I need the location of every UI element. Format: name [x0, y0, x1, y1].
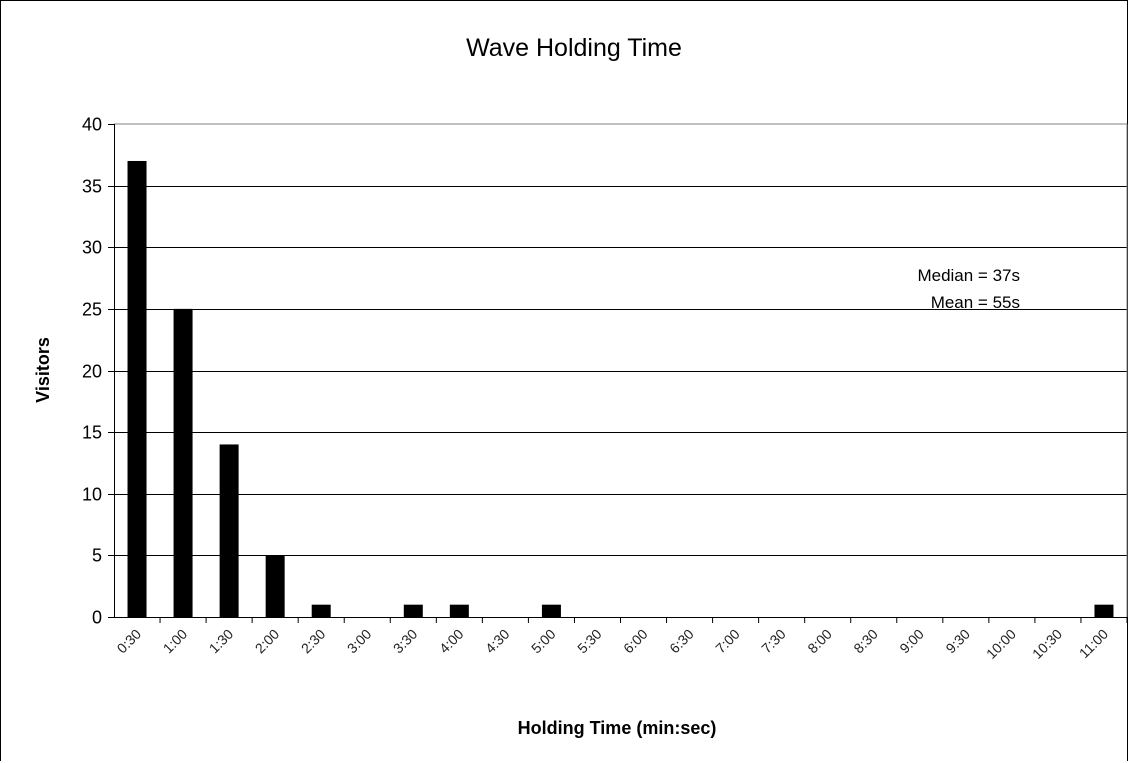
- x-tick-label: 1:00: [160, 626, 191, 657]
- x-tick-label: 8:00: [804, 626, 835, 657]
- y-tick-label: 10: [82, 485, 102, 505]
- y-tick-label: 35: [82, 177, 102, 197]
- x-tick-label: 4:00: [436, 626, 467, 657]
- x-tick-label: 7:00: [712, 626, 743, 657]
- y-tick-label: 0: [92, 608, 102, 628]
- x-tick-label: 11:00: [1076, 626, 1112, 662]
- bar: [1094, 604, 1114, 617]
- x-tick-labels: 0:30 1:00 1:30 2:00 2:30 3:00 3:30 4:00 4:30 5:00…: [114, 626, 1112, 662]
- chart-title: Wave Holding Time: [466, 34, 682, 62]
- gridlines: [114, 186, 1127, 556]
- y-tick-labels: 0 5 10 15 20 25 30 35 40: [82, 115, 102, 628]
- bars: [127, 160, 1114, 617]
- x-tick-label: 5:00: [528, 626, 559, 657]
- x-tick-label: 2:30: [298, 626, 329, 657]
- x-tick-label: 0:30: [114, 626, 145, 657]
- median-annotation: Median = 37s: [917, 266, 1020, 285]
- y-tick-label: 40: [82, 115, 102, 135]
- x-tick-label: 3:30: [390, 626, 421, 657]
- x-tick-label: 7:30: [758, 626, 789, 657]
- x-tick-label: 9:00: [896, 626, 927, 657]
- x-tick-label: 9:30: [942, 626, 973, 657]
- bar: [265, 555, 285, 617]
- x-tick-label: 8:30: [850, 626, 881, 657]
- x-tick-label: 2:00: [252, 626, 283, 657]
- mean-annotation: Mean = 55s: [931, 293, 1020, 312]
- x-tick-label: 4:30: [482, 626, 513, 657]
- y-axis-title: Visitors: [33, 337, 53, 403]
- axes: [108, 123, 1128, 623]
- x-tick-label: 6:30: [666, 626, 697, 657]
- bar: [403, 604, 423, 617]
- y-tick-label: 30: [82, 238, 102, 258]
- bar: [449, 604, 469, 617]
- x-tick-label: 5:30: [574, 626, 605, 657]
- y-tick-label: 15: [82, 423, 102, 443]
- x-tick-label: 6:00: [620, 626, 651, 657]
- bar: [311, 604, 331, 617]
- x-tick-label: 10:30: [1029, 626, 1065, 662]
- y-tick-label: 25: [82, 300, 102, 320]
- bar: [127, 160, 147, 617]
- bar: [219, 444, 239, 617]
- y-tick-label: 20: [82, 362, 102, 382]
- x-axis-title: Holding Time (min:sec): [518, 718, 717, 738]
- x-tick-label: 10:00: [983, 626, 1019, 662]
- bar: [541, 604, 561, 617]
- x-tick-label: 3:00: [344, 626, 375, 657]
- bar: [173, 308, 193, 617]
- y-tick-label: 5: [92, 546, 102, 566]
- x-tick-label: 1:30: [206, 626, 237, 657]
